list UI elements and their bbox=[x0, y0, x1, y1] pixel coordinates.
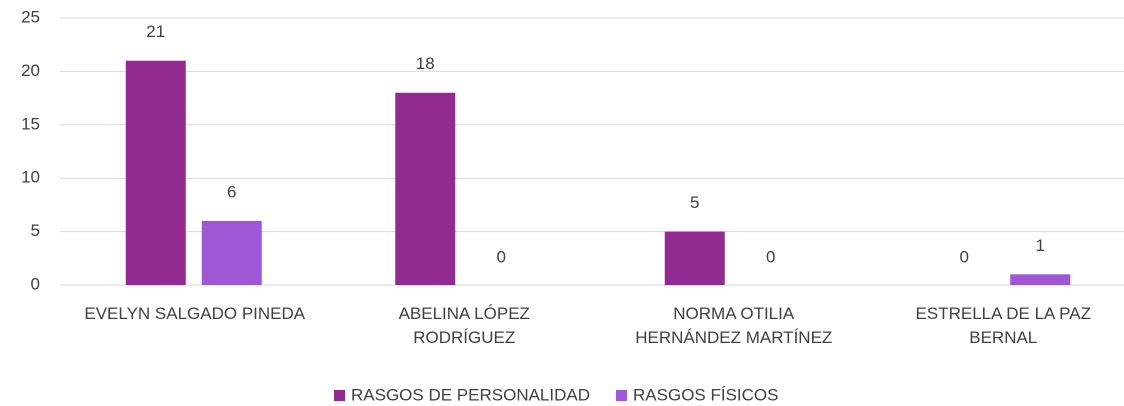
legend-swatch bbox=[334, 390, 345, 401]
y-tick-label: 20 bbox=[21, 61, 40, 80]
value-label: 21 bbox=[146, 22, 165, 41]
value-label: 1 bbox=[1036, 236, 1045, 255]
y-tick-label: 10 bbox=[21, 168, 40, 187]
value-label: 18 bbox=[416, 54, 435, 73]
x-tick-label: NORMA OTILIA HERNÁNDEZ MARTÍNEZ bbox=[635, 304, 833, 347]
bar bbox=[664, 231, 725, 285]
y-tick-label: 25 bbox=[21, 7, 40, 26]
legend-swatch bbox=[616, 390, 628, 401]
value-label: 6 bbox=[227, 182, 236, 201]
x-tick-label: ABELINA LÓPEZ RODRÍGUEZ bbox=[398, 304, 530, 347]
bar bbox=[1010, 274, 1071, 285]
value-label: 0 bbox=[497, 247, 506, 266]
value-label: 5 bbox=[690, 193, 699, 212]
bar bbox=[201, 220, 262, 285]
y-tick-label: 5 bbox=[31, 221, 40, 240]
value-label: 0 bbox=[960, 247, 969, 266]
value-label: 0 bbox=[766, 247, 775, 266]
x-tick-label: EVELYN SALGADO PINEDA bbox=[84, 304, 306, 323]
y-tick-label: 0 bbox=[31, 274, 40, 293]
bar bbox=[395, 92, 456, 285]
bar bbox=[125, 60, 186, 285]
x-tick-label: ESTRELLA DE LA PAZ BERNAL bbox=[915, 304, 1091, 347]
legend-label: RASGOS DE PERSONALIDAD bbox=[351, 385, 590, 404]
y-tick-label: 15 bbox=[21, 114, 40, 133]
legend-label: RASGOS FÍSICOS bbox=[633, 385, 778, 404]
